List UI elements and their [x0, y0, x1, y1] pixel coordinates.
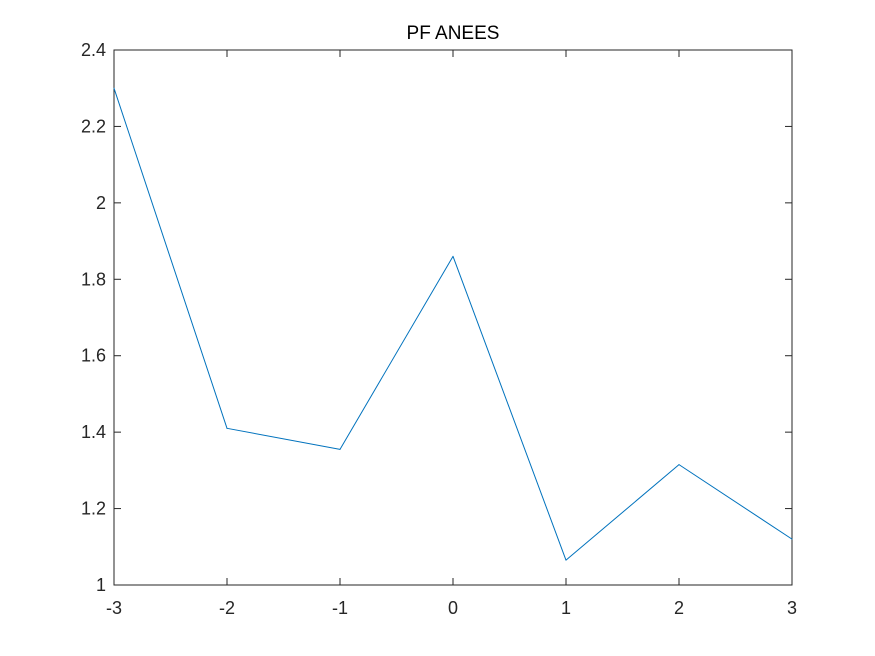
y-tick-label: 1.8	[81, 269, 106, 289]
data-point	[339, 448, 341, 450]
chart-title: PF ANEES	[407, 23, 500, 44]
data-point	[452, 255, 454, 257]
x-tick-label: 2	[674, 598, 684, 618]
y-tick-label: 2	[96, 193, 106, 213]
x-tick-label: -1	[332, 598, 348, 618]
data-point	[678, 464, 680, 466]
y-tick-label: 1	[96, 575, 106, 595]
data-point	[226, 427, 228, 429]
axes-box	[113, 49, 793, 586]
y-tick-label: 1.4	[81, 422, 106, 442]
x-tick-label: 3	[787, 598, 797, 618]
x-tick-label: -3	[106, 598, 122, 618]
data-point	[565, 559, 567, 561]
x-tick-label: 0	[448, 598, 458, 618]
y-tick-label: 2.4	[81, 40, 106, 60]
x-tick-label: -2	[219, 598, 235, 618]
data-point	[791, 538, 793, 540]
x-axis: -3 -2 -1 0 1 2 3	[106, 50, 797, 618]
y-tick-label: 1.2	[81, 499, 106, 519]
plot-area: -3 -2 -1 0 1 2 3 1 1.2 1.4 1.6 1.8 2 2.2 2.4	[81, 40, 797, 618]
x-tick-label: 1	[561, 598, 571, 618]
y-tick-label: 1.6	[81, 346, 106, 366]
y-tick-label: 2.2	[81, 116, 106, 136]
y-axis: 1 1.2 1.4 1.6 1.8 2 2.2 2.4	[81, 40, 792, 595]
series-layer	[113, 87, 793, 561]
data-point	[113, 87, 115, 89]
